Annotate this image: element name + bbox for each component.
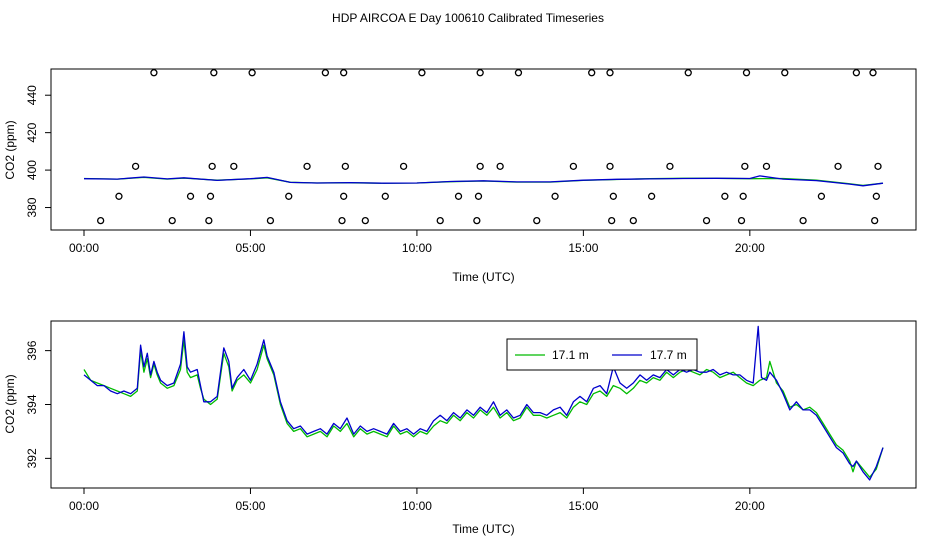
scatter-point [399, 162, 408, 170]
scatter-point [150, 69, 158, 77]
scatter-point [872, 192, 880, 200]
scatter-point [338, 216, 346, 225]
scatter-point [361, 216, 369, 225]
scatter-point [739, 192, 747, 200]
scatter-point [834, 162, 842, 170]
scatter-point [852, 69, 861, 77]
scatter-point [569, 162, 578, 170]
scatter-point [781, 69, 789, 77]
y-axis-label-top: CO2 (ppm) [3, 120, 17, 179]
scatter-point [629, 216, 637, 225]
y-tick-label: 394 [25, 394, 39, 414]
scatter-point [131, 162, 140, 170]
y-tick-label: 392 [25, 448, 39, 468]
scatter-point [551, 192, 559, 200]
scatter-point [874, 162, 882, 170]
scatter-point [341, 162, 349, 170]
scatter-point [340, 69, 348, 77]
series-line-0 [83, 339, 884, 478]
y-tick-label: 440 [25, 85, 39, 105]
scatter-point [702, 216, 711, 225]
x-tick-label: 00:00 [69, 499, 99, 513]
scatter-point [684, 69, 692, 77]
scatter-point [514, 69, 523, 77]
scatter-point [208, 162, 216, 170]
x-axis-label-bottom: Time (UTC) [452, 522, 514, 536]
scatter-point [303, 162, 311, 170]
scatter-point [817, 192, 826, 200]
scatter-point [609, 192, 617, 200]
legend-label-17-7m: 17.7 m [650, 348, 687, 362]
scatter-point [205, 216, 213, 225]
scatter-point [869, 69, 877, 77]
scatter-point [741, 162, 749, 170]
scatter-point [473, 216, 481, 225]
scatter-point [871, 216, 879, 225]
scatter-point [762, 162, 771, 170]
scatter-point [721, 192, 729, 200]
panel-bottom: 00:00 05:00 10:00 15:00 20:00 392 394 396 Time… [3, 320, 917, 536]
x-tick-label: 20:00 [735, 241, 765, 255]
scatter-point [266, 216, 275, 225]
y-tick-label: 396 [25, 340, 39, 360]
x-tick-label: 15:00 [568, 241, 598, 255]
scatter-point [533, 216, 541, 225]
legend: 17.1 m 17.7 m [506, 338, 698, 371]
series-line-1 [83, 325, 884, 481]
scatter-point [96, 216, 105, 225]
scatter-point [340, 192, 348, 200]
series-line-1 [83, 175, 884, 187]
scatter-point [608, 216, 616, 225]
y-tick-label: 400 [25, 160, 39, 180]
scatter-point [476, 162, 484, 170]
scatter-point [799, 216, 807, 225]
scatter-point [210, 69, 218, 77]
scatter-point [742, 69, 751, 77]
scatter-point [454, 192, 463, 200]
legend-label-17-1m: 17.1 m [552, 348, 589, 362]
x-tick-label: 05:00 [235, 241, 265, 255]
scatter-point [496, 162, 504, 170]
scatter-point [285, 192, 293, 200]
scatter-point [606, 162, 614, 170]
x-tick-label: 15:00 [568, 499, 598, 513]
scatter-point [168, 216, 176, 225]
legend-box [506, 338, 698, 371]
scatter-point [588, 69, 596, 77]
scatter-point [474, 192, 483, 200]
x-tick-label: 10:00 [402, 241, 432, 255]
scatter-point [321, 69, 330, 77]
scatter-point [666, 162, 674, 170]
scatter-point [186, 192, 195, 200]
scatter-point [647, 192, 656, 200]
scatter-point [737, 216, 746, 225]
scatter-point [248, 69, 256, 77]
plot-frame-top [50, 68, 917, 231]
scatter-point [606, 69, 614, 77]
scatter-point [476, 69, 484, 77]
x-tick-label: 05:00 [235, 499, 265, 513]
x-tick-label: 10:00 [402, 499, 432, 513]
panel-top: 00:00 05:00 10:00 15:00 20:00 380 400 420 440 T… [3, 68, 917, 284]
scatter-point [206, 192, 215, 200]
x-tick-label: 00:00 [69, 241, 99, 255]
x-tick-label: 20:00 [735, 499, 765, 513]
y-tick-label: 420 [25, 122, 39, 142]
scatter-point [381, 192, 389, 200]
y-axis-label-bottom: CO2 (ppm) [3, 374, 17, 433]
chart-title: HDP AIRCOA E Day 100610 Calibrated Times… [332, 11, 604, 25]
scatter-point [418, 69, 426, 77]
scatter-point [115, 192, 123, 200]
scatter-point [230, 162, 238, 170]
y-tick-label: 380 [25, 197, 39, 217]
scatter-point [436, 216, 444, 225]
plot-frame-bottom [50, 320, 917, 489]
x-axis-label-top: Time (UTC) [452, 270, 514, 284]
